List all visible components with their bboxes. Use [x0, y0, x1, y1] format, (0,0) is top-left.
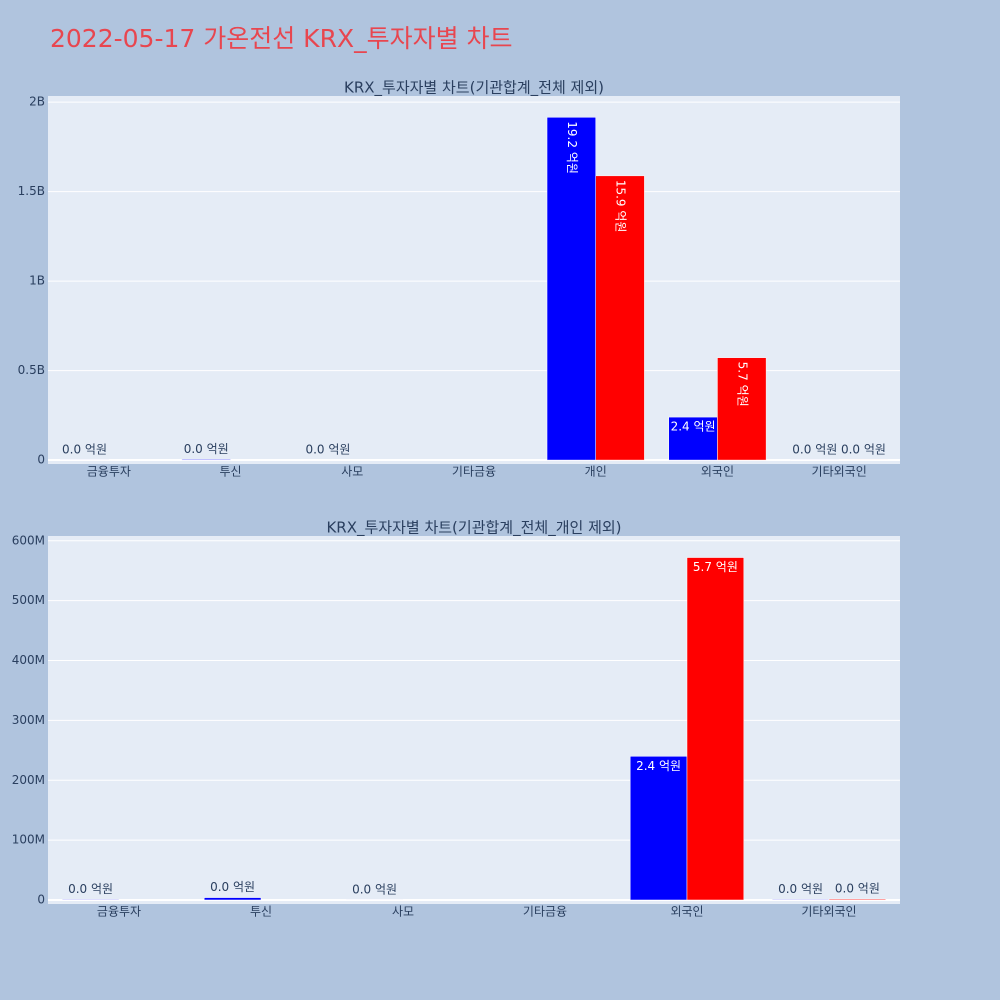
value-label: 0.0 억원	[210, 880, 255, 894]
value-label: 2.4 억원	[671, 420, 716, 434]
x-tick-label: 금융투자	[87, 465, 131, 479]
value-label: 0.0 억원	[184, 442, 229, 456]
x-tick-label: 기타금융	[523, 905, 567, 919]
bar	[595, 175, 645, 461]
x-tick-label: 기타외국인	[812, 465, 867, 479]
y-tick-label: 600M	[12, 533, 45, 547]
bar	[59, 459, 110, 461]
value-label: 0.0 억원	[305, 443, 350, 457]
bar	[203, 897, 262, 901]
y-tick-label: 300M	[12, 713, 45, 727]
x-tick-label: 외국인	[701, 465, 734, 479]
value-label: 5.7 억원	[693, 560, 738, 574]
bar	[303, 459, 353, 461]
bar	[181, 459, 231, 461]
value-label: 19.2 억원	[565, 121, 579, 174]
value-label: 0.0 억원	[835, 882, 880, 896]
x-tick-label: 사모	[392, 905, 414, 919]
y-tick-label: 100M	[12, 833, 45, 847]
x-tick-label: 투신	[220, 465, 242, 479]
x-tick-label: 기타외국인	[801, 905, 856, 919]
value-label: 0.0 억원	[792, 442, 837, 456]
bar	[838, 459, 889, 461]
bar	[629, 756, 688, 901]
y-tick-label: 0	[37, 453, 45, 467]
chart-title: KRX_투자자별 차트(기관합계_전체 제외)	[344, 79, 604, 98]
plot-area	[48, 96, 900, 464]
value-label: 0.0 억원	[62, 442, 107, 456]
value-label: 0.0 억원	[352, 882, 397, 896]
bar	[717, 357, 767, 461]
bar	[790, 459, 840, 461]
chart-title: KRX_투자자별 차트(기관합계_전체_개인 제외)	[326, 519, 621, 538]
page-title: 2022-05-17 가온전선 KRX_투자자별 차트	[50, 24, 513, 53]
value-label: 0.0 억원	[841, 442, 886, 456]
x-tick-label: 투신	[250, 905, 272, 919]
y-tick-label: 500M	[12, 593, 45, 607]
value-label: 15.9 억원	[614, 180, 628, 233]
value-label: 0.0 억원	[778, 882, 823, 896]
y-tick-label: 200M	[12, 773, 45, 787]
bar	[828, 898, 887, 901]
bar	[668, 416, 718, 461]
y-tick-label: 2B	[29, 95, 45, 109]
y-tick-label: 1.5B	[18, 184, 45, 198]
x-tick-label: 기타금융	[452, 465, 496, 479]
y-tick-label: 0	[37, 892, 45, 906]
x-tick-label: 사모	[341, 465, 363, 479]
x-tick-label: 개인	[585, 465, 607, 479]
bar	[61, 899, 120, 901]
x-tick-label: 금융투자	[97, 905, 141, 919]
value-label: 0.0 억원	[68, 882, 113, 896]
y-tick-label: 0.5B	[18, 363, 45, 377]
bar	[686, 557, 745, 901]
y-tick-label: 1B	[29, 274, 45, 288]
y-tick-label: 400M	[12, 653, 45, 667]
x-tick-label: 외국인	[670, 905, 703, 919]
bar	[546, 117, 596, 461]
bar	[345, 899, 404, 901]
value-label: 2.4 억원	[636, 759, 681, 773]
bar	[771, 899, 830, 901]
value-label: 5.7 억원	[735, 362, 749, 407]
